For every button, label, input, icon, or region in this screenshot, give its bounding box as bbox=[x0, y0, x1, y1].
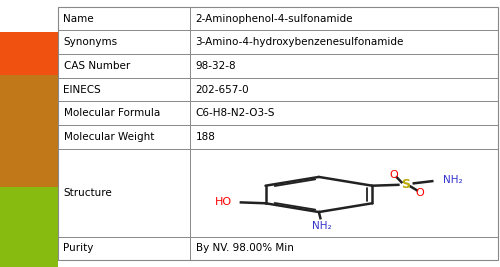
Text: Molecular Weight: Molecular Weight bbox=[64, 132, 154, 142]
Text: S: S bbox=[402, 178, 410, 191]
Text: EINECS: EINECS bbox=[64, 85, 101, 95]
Text: HO: HO bbox=[216, 197, 232, 207]
Text: By NV. 98.00% Min: By NV. 98.00% Min bbox=[196, 244, 294, 253]
Text: CAS Number: CAS Number bbox=[64, 61, 130, 71]
Text: C6-H8-N2-O3-S: C6-H8-N2-O3-S bbox=[196, 108, 275, 118]
Bar bbox=[0, 0, 58, 32]
Text: O: O bbox=[416, 188, 424, 198]
Bar bbox=[0, 75, 58, 187]
Text: O: O bbox=[390, 170, 398, 180]
Bar bbox=[0, 32, 58, 75]
Text: 2-Aminophenol-4-sulfonamide: 2-Aminophenol-4-sulfonamide bbox=[196, 14, 353, 23]
Text: NH₂: NH₂ bbox=[312, 221, 332, 231]
Text: Purity: Purity bbox=[64, 244, 94, 253]
Text: 3-Amino-4-hydroxybenzenesulfonamide: 3-Amino-4-hydroxybenzenesulfonamide bbox=[196, 37, 404, 47]
Text: 202-657-0: 202-657-0 bbox=[196, 85, 249, 95]
Text: Molecular Formula: Molecular Formula bbox=[64, 108, 160, 118]
Text: Name: Name bbox=[64, 14, 94, 23]
Bar bbox=[58, 7, 498, 260]
Text: 98-32-8: 98-32-8 bbox=[196, 61, 236, 71]
Text: 188: 188 bbox=[196, 132, 216, 142]
Bar bbox=[0, 187, 58, 267]
Text: Synonyms: Synonyms bbox=[64, 37, 118, 47]
Text: Structure: Structure bbox=[64, 188, 112, 198]
Text: NH₂: NH₂ bbox=[443, 175, 462, 184]
